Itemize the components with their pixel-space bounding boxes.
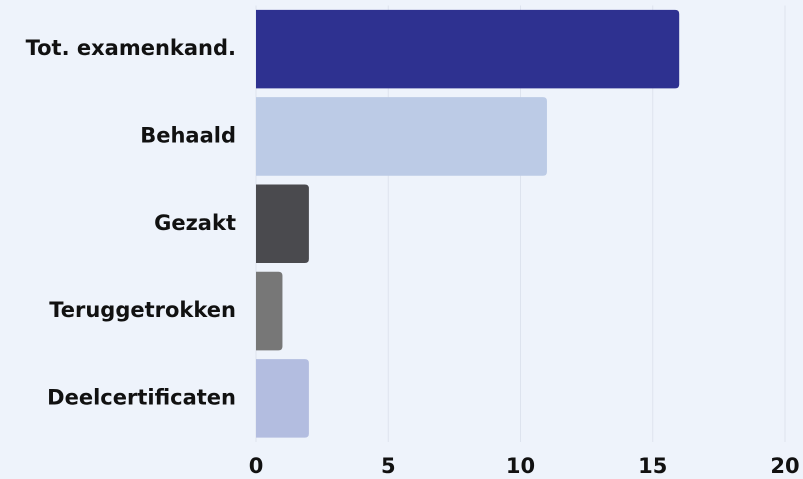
bar	[256, 271, 283, 351]
y-tick-label: Gezakt	[154, 211, 236, 235]
y-tick-label: Teruggetrokken	[49, 298, 236, 322]
x-tick-label: 0	[249, 454, 264, 478]
bar	[256, 97, 547, 176]
bar	[256, 9, 680, 89]
bar	[256, 359, 309, 438]
x-tick-label: 5	[381, 454, 396, 478]
y-tick-label: Behaald	[140, 123, 236, 147]
y-tick-label: Tot. examenkand.	[26, 36, 236, 60]
y-tick-label: Deelcertificaten	[47, 385, 236, 409]
bar	[256, 184, 309, 264]
x-tick-label: 20	[770, 454, 799, 478]
x-tick-label: 15	[638, 454, 667, 478]
x-tick-label: 10	[506, 454, 535, 478]
